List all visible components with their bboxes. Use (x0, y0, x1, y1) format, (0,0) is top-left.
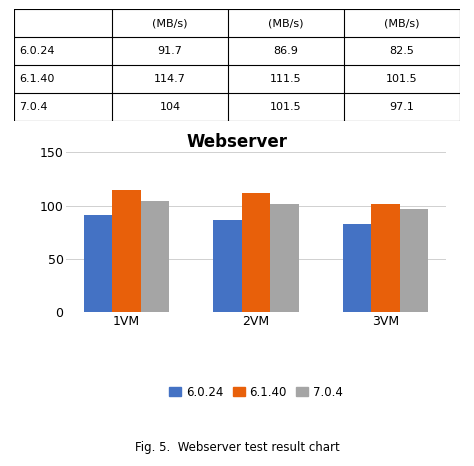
Text: Webserver: Webserver (186, 133, 288, 151)
Text: Fig. 5.  Webserver test result chart: Fig. 5. Webserver test result chart (135, 441, 339, 454)
Bar (270, 204, 299, 312)
Text: 97.1: 97.1 (390, 102, 414, 112)
Text: 104: 104 (160, 102, 181, 112)
FancyBboxPatch shape (5, 125, 469, 416)
Text: 82.5: 82.5 (390, 46, 414, 56)
Bar (112, 190, 141, 312)
Bar (83, 214, 112, 312)
Text: (MB/s): (MB/s) (268, 18, 304, 28)
Bar (242, 193, 270, 312)
Bar (371, 204, 400, 312)
Text: 101.5: 101.5 (270, 102, 302, 112)
Text: 114.7: 114.7 (154, 74, 186, 84)
Bar (400, 209, 428, 312)
Text: 6.0.24: 6.0.24 (19, 46, 55, 56)
Text: 7.0.4: 7.0.4 (19, 102, 48, 112)
Text: 86.9: 86.9 (273, 46, 299, 56)
Text: 111.5: 111.5 (270, 74, 302, 84)
Bar (141, 201, 169, 312)
Text: 101.5: 101.5 (386, 74, 418, 84)
Text: 91.7: 91.7 (158, 46, 182, 56)
Legend: 6.0.24, 6.1.40, 7.0.4: 6.0.24, 6.1.40, 7.0.4 (164, 381, 347, 403)
Text: (MB/s): (MB/s) (384, 18, 419, 28)
Bar (343, 224, 371, 312)
Text: 6.1.40: 6.1.40 (19, 74, 55, 84)
Bar (213, 219, 242, 312)
Text: (MB/s): (MB/s) (153, 18, 188, 28)
